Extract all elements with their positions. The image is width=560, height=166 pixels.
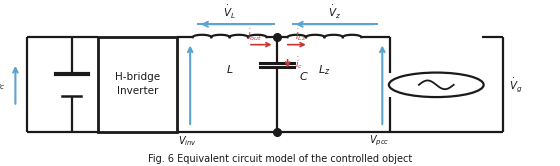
Text: $\dot{V}_L$: $\dot{V}_L$ <box>223 4 236 21</box>
Text: $\dot{I}_{Lz}$: $\dot{I}_{Lz}$ <box>295 27 306 43</box>
Text: $V_{pcc}$: $V_{pcc}$ <box>370 134 390 148</box>
Text: $\dot{V}_g$: $\dot{V}_g$ <box>508 76 522 94</box>
Text: Inverter: Inverter <box>117 86 158 96</box>
Text: H-bridge: H-bridge <box>115 72 160 82</box>
Text: $\dot{I}_{out}$: $\dot{I}_{out}$ <box>248 27 263 43</box>
Text: $\dot{i}_c$: $\dot{i}_c$ <box>296 56 304 72</box>
Text: $V_{inv}$: $V_{inv}$ <box>178 134 197 148</box>
Text: $\dot{V}_z$: $\dot{V}_z$ <box>328 4 342 21</box>
Text: $L$: $L$ <box>226 63 234 75</box>
Text: $C$: $C$ <box>299 70 309 82</box>
Text: $L_z$: $L_z$ <box>318 63 330 77</box>
Text: Fig. 6 Equivalent circuit model of the controlled object: Fig. 6 Equivalent circuit model of the c… <box>148 154 412 164</box>
Text: $V_{dc}$: $V_{dc}$ <box>0 78 6 92</box>
Bar <box>98 37 177 132</box>
